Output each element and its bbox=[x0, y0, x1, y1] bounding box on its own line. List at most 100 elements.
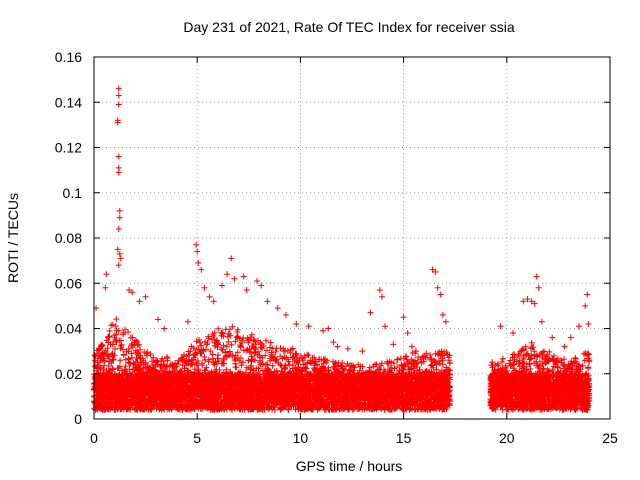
roti-point bbox=[423, 350, 430, 357]
roti-point bbox=[439, 311, 446, 318]
roti-point bbox=[497, 323, 504, 330]
roti-point bbox=[584, 291, 591, 298]
roti-point bbox=[129, 289, 136, 296]
x-tick-label: 20 bbox=[499, 430, 515, 446]
roti-point bbox=[567, 334, 574, 341]
roti-point bbox=[378, 293, 385, 300]
roti-point bbox=[376, 287, 383, 294]
roti-point bbox=[258, 282, 265, 289]
x-tick-label: 0 bbox=[90, 430, 98, 446]
roti-point bbox=[126, 287, 133, 294]
roti-point bbox=[116, 250, 123, 257]
roti-point bbox=[412, 348, 419, 355]
roti-point bbox=[382, 323, 389, 330]
roti-point bbox=[434, 284, 441, 291]
y-axis-label: ROTI / TECUs bbox=[5, 193, 21, 283]
roti-point bbox=[390, 341, 397, 348]
roti-point bbox=[184, 318, 191, 325]
roti-point bbox=[114, 119, 121, 126]
roti-point bbox=[585, 320, 592, 327]
y-tick-label: 0.16 bbox=[55, 49, 82, 65]
roti-point bbox=[264, 298, 271, 305]
x-tick-label: 5 bbox=[193, 430, 201, 446]
roti-point bbox=[520, 298, 527, 305]
roti-point bbox=[115, 225, 122, 232]
roti-point bbox=[404, 330, 411, 337]
roti-point bbox=[115, 85, 122, 92]
roti-point bbox=[224, 271, 231, 278]
y-tick-label: 0.04 bbox=[55, 321, 82, 337]
roti-point bbox=[206, 293, 213, 300]
roti-point bbox=[154, 316, 161, 323]
roti-point bbox=[201, 284, 208, 291]
roti-point bbox=[320, 327, 327, 334]
roti-point bbox=[210, 298, 217, 305]
y-tick-label: 0.14 bbox=[55, 94, 82, 110]
roti-point bbox=[582, 302, 589, 309]
roti-point bbox=[115, 169, 122, 176]
roti-point bbox=[561, 343, 568, 350]
roti-point bbox=[228, 255, 235, 262]
roti-point bbox=[243, 287, 250, 294]
roti-point bbox=[254, 277, 261, 284]
roti-point bbox=[429, 266, 436, 273]
roti-point bbox=[240, 273, 247, 280]
roti-point bbox=[136, 298, 143, 305]
roti-point bbox=[524, 296, 531, 303]
roti-point-cloud bbox=[91, 316, 593, 413]
roti-point bbox=[528, 298, 535, 305]
roti-point bbox=[282, 311, 289, 318]
roti-point bbox=[114, 246, 121, 253]
roti-point bbox=[305, 323, 312, 330]
roti-point bbox=[193, 241, 200, 248]
roti-point bbox=[359, 348, 366, 355]
x-axis-label: GPS time / hours bbox=[296, 458, 403, 474]
roti-point bbox=[344, 345, 351, 352]
roti-point bbox=[115, 262, 122, 269]
roti-point bbox=[115, 101, 122, 108]
y-tick-label: 0 bbox=[74, 411, 82, 427]
roti-point bbox=[115, 153, 122, 160]
roti-point bbox=[102, 284, 109, 291]
y-tick-label: 0.1 bbox=[63, 185, 83, 201]
y-tick-label: 0.12 bbox=[55, 140, 82, 156]
axis-ticks: 0 5 10 15 20 25 0 0.02 0.04 0.06 0.08 0.1 0.12 0.14 0.… bbox=[55, 49, 618, 446]
x-tick-label: 25 bbox=[602, 430, 618, 446]
chart-title: Day 231 of 2021, Rate Of TEC Index for r… bbox=[183, 19, 514, 35]
grid bbox=[94, 57, 610, 419]
roti-point bbox=[535, 284, 542, 291]
roti-point bbox=[117, 255, 124, 262]
roti-point bbox=[531, 300, 538, 307]
roti-point bbox=[218, 282, 225, 289]
roti-point bbox=[334, 343, 341, 350]
roti-point bbox=[142, 293, 149, 300]
roti-point bbox=[115, 92, 122, 99]
x-tick-label: 15 bbox=[396, 430, 412, 446]
roti-point bbox=[293, 320, 300, 327]
x-tick-label: 10 bbox=[293, 430, 309, 446]
roti-point bbox=[195, 259, 202, 266]
roti-point bbox=[330, 339, 337, 346]
roti-point bbox=[161, 325, 168, 332]
roti-point bbox=[400, 314, 407, 321]
roti-point bbox=[194, 248, 201, 255]
roti-point bbox=[367, 309, 374, 316]
roti-point bbox=[116, 207, 123, 214]
roti-point bbox=[103, 271, 110, 278]
y-tick-label: 0.06 bbox=[55, 275, 82, 291]
data-points bbox=[91, 85, 593, 413]
roti-point bbox=[576, 323, 583, 330]
roti-point bbox=[231, 275, 238, 282]
roti-point bbox=[325, 325, 332, 332]
roti-point bbox=[116, 214, 123, 221]
roti-point bbox=[538, 318, 545, 325]
roti-point bbox=[446, 357, 453, 364]
roti-point bbox=[198, 266, 205, 273]
y-tick-label: 0.08 bbox=[55, 230, 82, 246]
y-tick-label: 0.02 bbox=[55, 366, 82, 382]
roti-point bbox=[408, 343, 415, 350]
roti-point bbox=[274, 305, 281, 312]
roti-point bbox=[549, 334, 556, 341]
roti-point bbox=[432, 268, 439, 275]
